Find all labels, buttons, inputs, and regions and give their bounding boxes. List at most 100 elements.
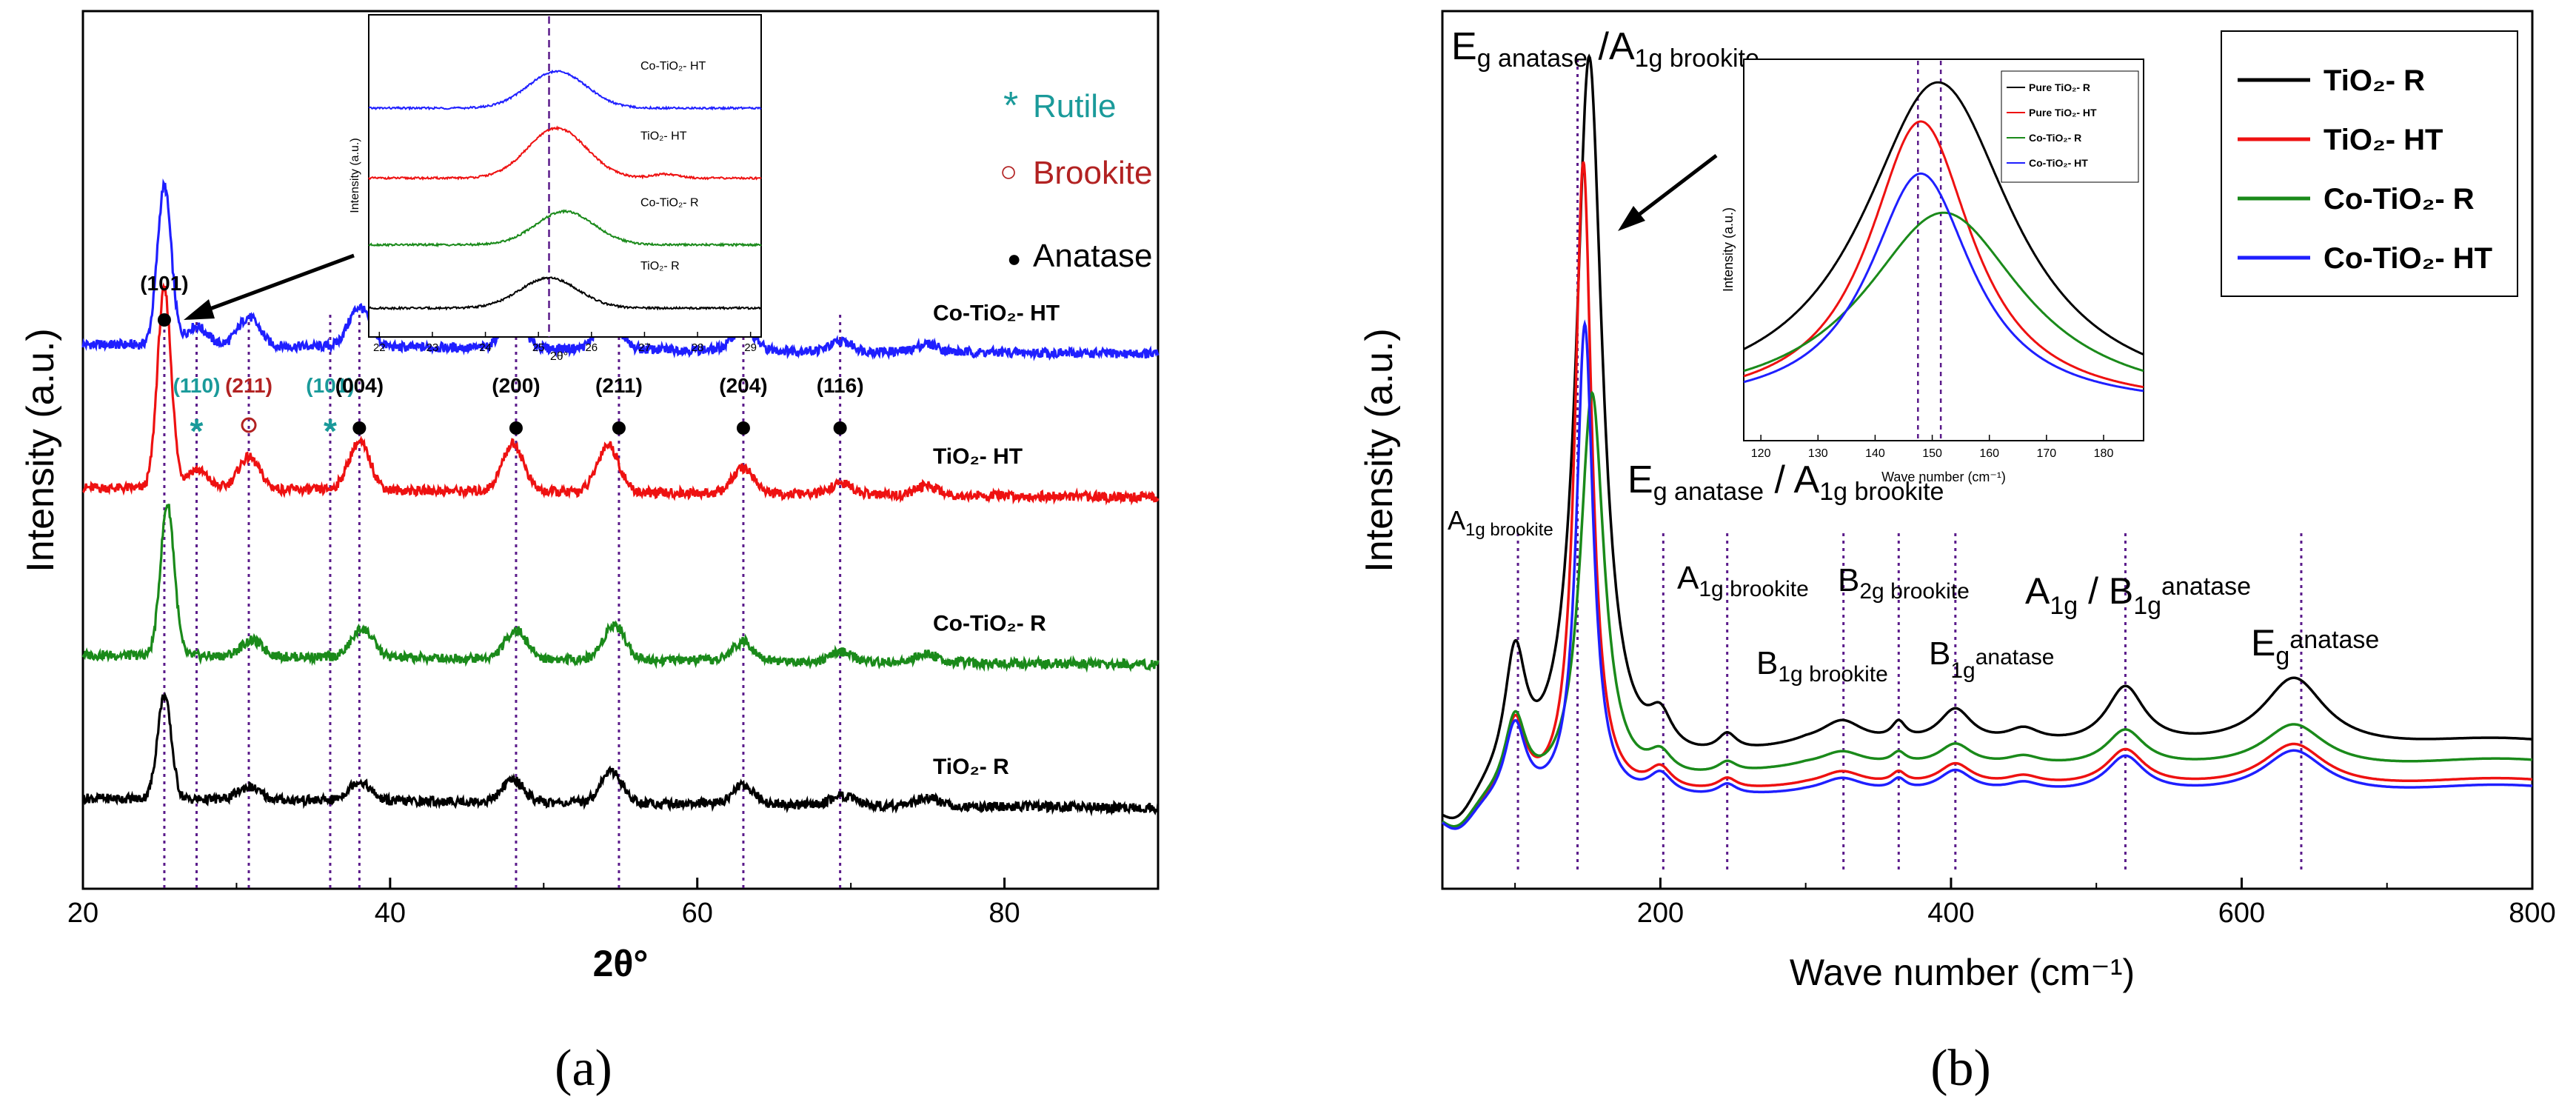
- raman-legend-frame: [2221, 30, 2518, 297]
- xrd-x-axis-label: 2θ°: [593, 943, 649, 984]
- raman-legend-label: Co-TiO₂- R: [2324, 183, 2475, 216]
- raman-inset-legend-label: Pure TiO₂- R: [2029, 81, 2090, 93]
- xrd-series-label: Co-TiO₂- R: [933, 612, 1046, 636]
- xrd-series-label: Co-TiO₂- HT: [933, 301, 1060, 325]
- raman-inset-series-co-tio-r: [1743, 211, 2144, 373]
- mode-label-eg-a1g-mid: Eg anatase / A1g brookite: [1627, 458, 1944, 506]
- anatase-marker: [509, 421, 523, 435]
- xrd-annotation-label: (004): [335, 374, 384, 397]
- raman-inset-series-co-tio-ht: [1743, 172, 2144, 393]
- raman-series-tio-ht: [1441, 161, 2533, 829]
- xrd-annotation-label: (211): [595, 374, 643, 397]
- xrd-annotation-label: (200): [492, 374, 540, 397]
- xrd-x-tick-label: 40: [375, 898, 406, 929]
- xrd-inset-x-tick-label: 22: [373, 341, 386, 354]
- xrd-inset-series-label: Co-TiO₂- HT: [640, 60, 706, 73]
- raman-x-tick-label: 200: [1637, 898, 1684, 929]
- mode-label-a1g-brookite-mid: A1g brookite: [1677, 560, 1809, 601]
- raman-inset-x-tick-label: 120: [1751, 447, 1771, 460]
- xrd-inset-series-co-tio-ht: [368, 69, 762, 111]
- anatase-marker: [736, 421, 750, 435]
- mode-label-b1g-anatase: B1ganatase: [1929, 635, 2055, 683]
- xrd-annotation-label: (211): [225, 374, 272, 397]
- xrd-annotation-label: (204): [719, 374, 767, 397]
- mode-label-a1g-b1g: A1g / B1ganatase: [2025, 570, 2251, 620]
- xrd-series-co-tio-r: [81, 504, 1160, 673]
- xrd-plot-frame: [81, 10, 1160, 890]
- xrd-inset-x-tick-label: 27: [638, 341, 651, 354]
- xrd-inset-x-tick-label: 25: [532, 341, 545, 354]
- raman-mode-labels: Eg anatase /A1g brookite A1g brookite Eg…: [1448, 25, 2379, 687]
- xrd-y-axis-label: Intensity (a.u.): [19, 328, 62, 572]
- raman-x-axis-label: Wave number (cm⁻¹): [1790, 952, 2135, 993]
- raman-series: [1441, 53, 2533, 830]
- xrd-annotation-label: (101): [140, 272, 188, 295]
- mode-label-a1g-brookite-left: A1g brookite: [1448, 505, 1553, 540]
- rutile-marker: *: [190, 412, 204, 450]
- mode-label-eg-anatase: Eganatase: [2251, 622, 2379, 670]
- xrd-x-tick-label: 80: [988, 898, 1020, 929]
- xrd-series-label: TiO₂- HT: [933, 444, 1023, 469]
- xrd-inset-series-tio-ht: [368, 125, 762, 181]
- legend-rutile-label: Rutile: [1033, 88, 1117, 124]
- raman-x-tick-label: 800: [2509, 898, 2555, 929]
- xrd-inset-series-co-tio-r: [368, 209, 762, 248]
- xrd-x-axis: 20 40 60 80: [67, 878, 1160, 929]
- raman-inset-x-tick-label: 170: [2037, 447, 2057, 460]
- anatase-marker: [612, 421, 626, 435]
- raman-legend-label: Co-TiO₂- HT: [2324, 242, 2492, 275]
- xrd-inset-series-label: Co-TiO₂- R: [640, 197, 699, 210]
- xrd-inset-x-tick-label: 29: [744, 341, 757, 354]
- legend-rutile-symbol: *: [1003, 84, 1018, 127]
- xrd-series-tio-ht: [82, 282, 1160, 506]
- raman-legend-label: TiO₂- R: [2324, 64, 2425, 97]
- legend-anatase-label: Anatase: [1033, 238, 1152, 274]
- panel-a-label: (a): [555, 1040, 612, 1097]
- mode-label-b1g-brookite: B1g brookite: [1756, 645, 1888, 687]
- raman-inset-legend-label: Pure TiO₂- HT: [2029, 107, 2097, 118]
- legend-anatase-symbol: ●: [1007, 245, 1021, 272]
- xrd-series-labels: Co-TiO₂- HT TiO₂- HT Co-TiO₂- R TiO₂- R: [933, 301, 1060, 779]
- xrd-inset-series-label: TiO₂- HT: [640, 130, 687, 143]
- raman-inset-arrow: [1618, 154, 1718, 231]
- raman-legend-label: TiO₂- HT: [2324, 124, 2443, 156]
- xrd-inset-x-tick-label: 26: [585, 341, 598, 354]
- brookite-marker: [241, 417, 257, 433]
- mode-label-eg-a1g-top: Eg anatase /A1g brookite: [1451, 25, 1759, 73]
- raman-series-co-tio-ht: [1441, 319, 2533, 830]
- raman-series-tio-r: [1442, 53, 2532, 820]
- xrd-peak-lines: [163, 315, 842, 889]
- xrd-annotations: (101) (110) * (211) (101) * (004) (200) (211) (20…: [140, 272, 863, 450]
- raman-series-co-tio-r: [1441, 390, 2533, 828]
- xrd-legend: * Rutile ○ Brookite ● Anatase: [1000, 84, 1152, 274]
- xrd-inset-x-axis-label: 2θ°: [550, 350, 568, 363]
- anatase-marker: [157, 313, 171, 327]
- raman-panel: 200 400 600 800 Wave number (cm⁻¹) Intensit…: [1358, 10, 2556, 1097]
- xrd-annotation-label: (116): [817, 374, 864, 397]
- xrd-x-tick-label: 60: [682, 898, 713, 929]
- raman-inset-x-axis: 120 130 140 150 160 170 180: [1751, 435, 2113, 460]
- panel-b-label: (b): [1930, 1040, 1991, 1097]
- xrd-inset-series-labels: Co-TiO₂- HT TiO₂- HT Co-TiO₂- R TiO₂- R: [640, 60, 706, 273]
- xrd-inset-series-tio-r: [368, 276, 762, 311]
- xrd-inset-arrow: [184, 253, 355, 320]
- xrd-series-label: TiO₂- R: [933, 755, 1009, 779]
- xrd-inset-series: [368, 16, 762, 337]
- anatase-marker: [352, 421, 367, 435]
- rutile-marker: *: [324, 412, 337, 450]
- xrd-series-tio-r: [81, 691, 1160, 817]
- raman-x-axis: 200 400 600 800: [1514, 878, 2556, 929]
- xrd-inset-x-tick-label: 28: [692, 341, 704, 354]
- legend-brookite-label: Brookite: [1033, 155, 1152, 191]
- raman-inset-legend-label: Co-TiO₂- R: [2029, 132, 2081, 144]
- raman-inset-series-pure-tio-r: [1743, 81, 2144, 355]
- xrd-inset-series-label: TiO₂- R: [640, 260, 680, 273]
- raman-inset-x-tick-label: 140: [1865, 447, 1885, 460]
- xrd-panel: 20 40 60 80 2θ° Intensity (a.u.) Co-TiO₂- H…: [19, 10, 1160, 1097]
- legend-brookite-symbol: ○: [1000, 156, 1017, 188]
- raman-inset-legend-label: Co-TiO₂- HT: [2029, 157, 2088, 169]
- xrd-inset-x-axis: 22 23 24 25 26 27 28 29: [373, 332, 757, 354]
- raman-inset-legend: Pure TiO₂- R Pure TiO₂- HT Co-TiO₂- R Co-Ti…: [2007, 81, 2097, 169]
